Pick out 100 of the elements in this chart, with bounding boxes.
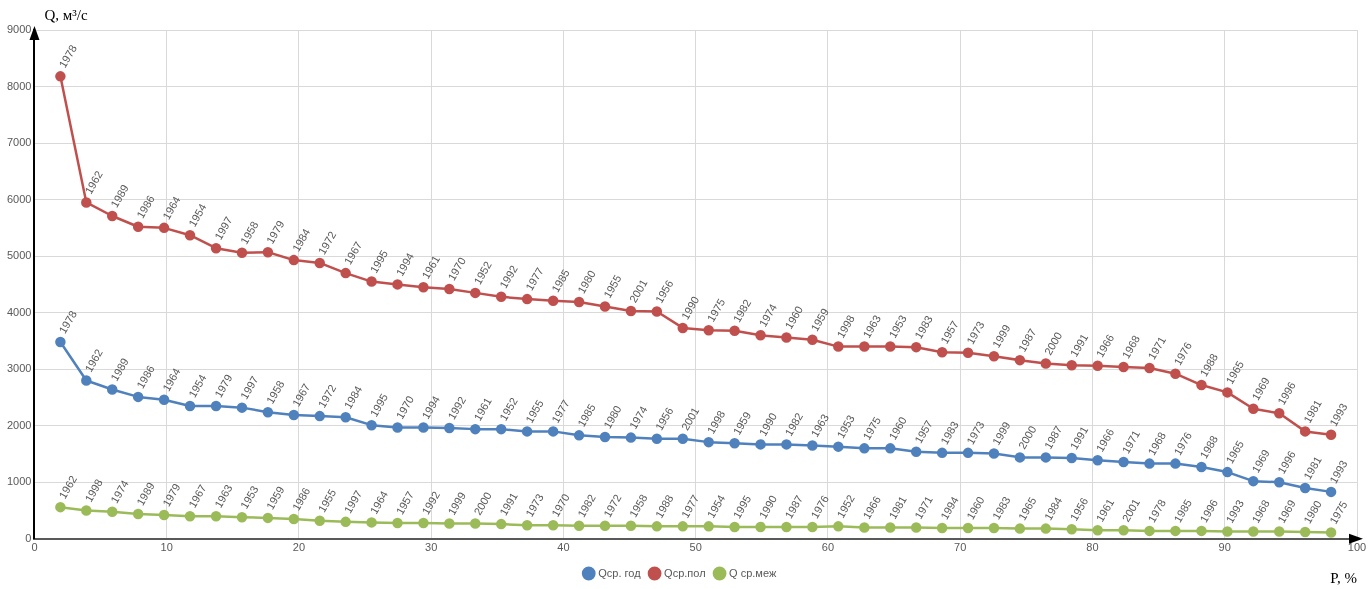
point <box>81 197 92 208</box>
point <box>547 295 559 307</box>
point <box>1014 523 1026 534</box>
point <box>81 375 92 386</box>
point <box>132 508 144 520</box>
point <box>1118 361 1129 373</box>
point <box>366 276 377 287</box>
point <box>340 412 351 423</box>
point <box>651 306 663 317</box>
point <box>910 341 922 353</box>
point <box>781 439 792 450</box>
point <box>755 330 766 341</box>
point <box>236 512 248 523</box>
point <box>81 505 92 516</box>
point <box>936 447 948 459</box>
point <box>625 305 637 317</box>
point <box>1325 486 1337 498</box>
point <box>1040 452 1052 463</box>
point <box>729 521 740 533</box>
point <box>859 341 870 352</box>
point <box>495 291 507 303</box>
point <box>703 324 714 336</box>
point <box>910 522 922 533</box>
point <box>729 325 740 337</box>
point <box>703 521 714 532</box>
point <box>1144 458 1155 469</box>
point <box>444 518 455 529</box>
point <box>106 506 118 517</box>
point <box>1144 362 1155 374</box>
x-tick-label: 60 <box>821 541 835 554</box>
point <box>755 521 766 533</box>
point <box>495 518 507 530</box>
x-tick-label: 100 <box>1347 541 1367 554</box>
point <box>1299 426 1311 437</box>
point <box>1196 461 1207 473</box>
point <box>962 347 974 359</box>
y-tick-label: 5000 <box>6 249 32 262</box>
point <box>1118 456 1129 468</box>
point <box>1066 359 1077 371</box>
point <box>781 521 792 533</box>
point <box>444 283 455 295</box>
x-tick-label: 50 <box>689 541 702 554</box>
point <box>1170 368 1181 379</box>
point <box>106 384 118 395</box>
point <box>573 430 585 441</box>
point <box>1273 408 1285 419</box>
point <box>262 406 274 418</box>
point <box>651 521 663 532</box>
point <box>366 517 377 528</box>
point <box>573 296 585 308</box>
point <box>833 341 844 352</box>
x-tick-label: 40 <box>557 541 570 554</box>
y-tick-label: 3000 <box>6 362 32 375</box>
point <box>1325 429 1337 441</box>
point <box>1273 526 1285 537</box>
point <box>755 439 766 450</box>
point <box>1273 477 1285 488</box>
point <box>1299 482 1311 494</box>
x-tick-label: 70 <box>954 541 967 554</box>
point <box>392 517 403 529</box>
y-tick-label: 8000 <box>6 79 32 92</box>
point <box>962 447 974 459</box>
point <box>859 443 870 454</box>
point <box>55 501 66 513</box>
point <box>1092 454 1103 466</box>
point <box>236 402 248 413</box>
point <box>885 443 896 454</box>
legend-label: Qср.пол <box>664 566 706 579</box>
point <box>1248 475 1259 487</box>
x-tick-label: 30 <box>425 541 438 554</box>
point <box>599 301 611 312</box>
point <box>314 515 325 526</box>
point <box>885 341 896 352</box>
point <box>599 431 611 443</box>
point <box>184 510 196 522</box>
point <box>521 519 533 531</box>
point <box>729 438 740 449</box>
point <box>988 522 1000 534</box>
point <box>132 391 144 403</box>
point <box>1066 523 1077 535</box>
point <box>547 426 559 437</box>
point <box>1248 403 1259 415</box>
point <box>314 257 325 269</box>
point <box>677 322 689 334</box>
point <box>885 522 896 533</box>
point <box>1170 458 1181 469</box>
point <box>495 423 507 435</box>
y-tick-label: 0 <box>25 531 32 544</box>
point <box>599 520 611 532</box>
point <box>236 247 248 258</box>
point <box>936 522 948 534</box>
point <box>807 521 818 533</box>
point <box>677 521 689 532</box>
point <box>547 519 559 531</box>
y-tick-label: 6000 <box>6 192 32 205</box>
point <box>366 419 377 431</box>
legend-label: Qср. год <box>598 566 642 579</box>
point <box>910 446 922 457</box>
point <box>1170 525 1181 537</box>
point <box>988 350 1000 362</box>
